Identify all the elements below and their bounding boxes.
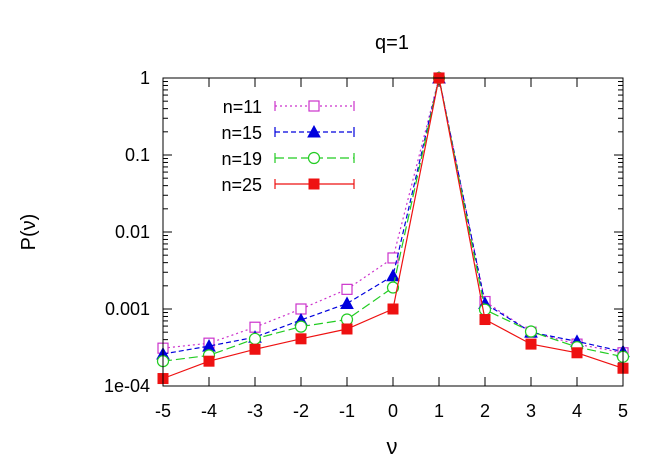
legend-marker [307,124,321,138]
legend-marker [308,100,320,112]
x-axis-label: ν [387,434,398,459]
legend-entry: n=11 [223,97,355,117]
x-tick-label: 0 [388,401,398,421]
data-point [248,332,262,345]
y-tick-label: 0.1 [125,145,150,165]
data-point [386,281,400,294]
legend-marker [308,178,320,190]
x-tick-label: 1 [434,401,444,421]
legend-label: n=19 [221,149,262,169]
legend-entry: n=19 [221,149,355,169]
data-point [295,303,307,315]
x-tick-label: -1 [339,401,355,421]
series-line [162,77,624,362]
x-tick-label: -3 [247,401,263,421]
x-tick-label: -5 [155,401,171,421]
data-point [524,325,538,338]
y-tick-label: 1 [140,68,150,88]
data-point [341,283,353,295]
legend-label: n=25 [221,175,262,195]
legend-entry: n=25 [221,175,355,195]
series-line [162,77,624,355]
legend-entry: n=15 [221,123,355,143]
y-tick-label: 0.001 [105,299,150,319]
data-point [341,323,353,335]
data-point [387,252,399,264]
data-point [340,313,354,326]
legend-marker [307,151,321,165]
data-point [203,355,215,367]
data-point [386,268,400,282]
data-point [340,296,354,309]
data-point [387,303,399,315]
x-tick-label: 3 [526,401,536,421]
x-tick-label: -4 [201,401,217,421]
data-point [571,347,583,359]
x-tick-label: 5 [618,401,628,421]
data-point [525,338,537,350]
x-tick-label: 2 [480,401,490,421]
x-tick-label: -2 [293,401,309,421]
x-tick-label: 4 [572,401,582,421]
legend-label: n=11 [223,97,262,117]
data-point [295,333,307,345]
legend-label: n=15 [221,123,262,143]
y-tick-label: 0.01 [115,222,150,242]
data-point [478,303,492,316]
y-axis-label: P(ν) [18,214,40,251]
data-point [249,343,261,355]
y-tick-label: 1e-04 [104,376,150,396]
plot-frame [162,77,624,387]
chart-title: q=1 [375,32,409,54]
data-point [294,320,308,333]
data-point [479,314,491,326]
